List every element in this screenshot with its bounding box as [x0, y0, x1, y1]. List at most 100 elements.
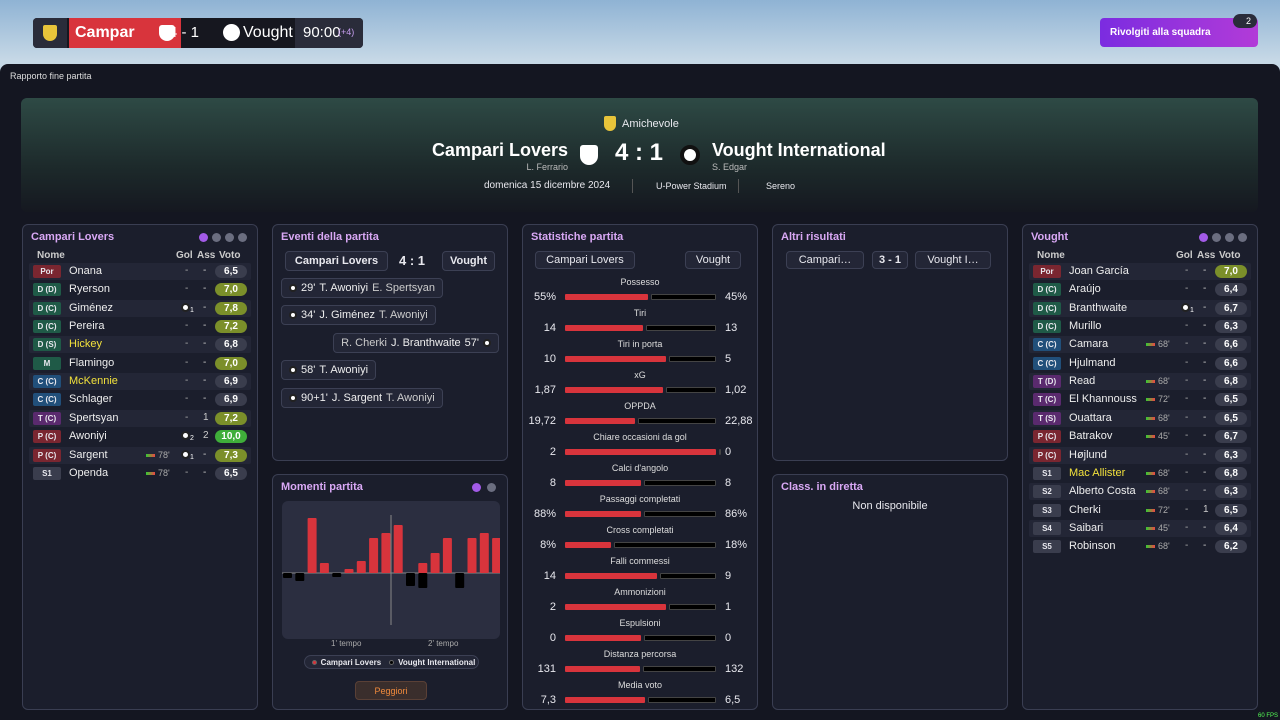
- goal-icon: [1181, 302, 1190, 312]
- position-badge: T (C): [1033, 393, 1061, 407]
- player-row: [29, 464, 251, 482]
- player-row: [1029, 299, 1251, 317]
- rating: 6,8: [215, 338, 247, 352]
- assists: -: [203, 338, 207, 350]
- stat-label: Possesso: [620, 277, 660, 287]
- badge: 2: [1233, 14, 1257, 28]
- sub-icon: [1146, 380, 1155, 384]
- event: 90+1' J. Sargent T. Awoniyi: [281, 388, 443, 408]
- home-team: Campari Lovers: [535, 251, 635, 269]
- home-momentum-bar: [381, 533, 391, 573]
- goals: -: [1185, 338, 1189, 350]
- rating: 6,6: [1215, 338, 1247, 352]
- away-momentum-bar: [283, 573, 292, 578]
- worst-button[interactable]: Peggiori: [355, 681, 427, 700]
- sub-minute: 68': [1158, 541, 1170, 552]
- player-row: [1029, 446, 1251, 464]
- away-momentum-bar: [406, 573, 415, 586]
- assists: -: [1203, 430, 1207, 442]
- away-stat: 9: [725, 570, 732, 582]
- home-momentum-bar: [418, 563, 428, 573]
- player-row: [1029, 464, 1251, 482]
- player-name: Saibari: [1069, 521, 1104, 534]
- goals: -: [1185, 540, 1189, 552]
- sub-icon: [1146, 398, 1155, 402]
- rating: 7,2: [215, 320, 247, 334]
- away-stat-bar: [643, 635, 716, 641]
- sub-icon: [1146, 526, 1155, 530]
- away-stat: 0: [725, 632, 732, 644]
- event-scorer: J. Sargent: [331, 392, 383, 404]
- away-stat-bar: [668, 356, 716, 362]
- position-badge: D (C): [33, 320, 61, 334]
- away-stat-bar: [644, 511, 716, 517]
- rating: 6,5: [215, 265, 247, 278]
- player-name: Branthwaite: [1069, 301, 1128, 314]
- sub-minute: 78': [158, 467, 170, 478]
- date: domenica 15 dicembre 2024: [484, 180, 611, 191]
- away-short: Vought: [243, 24, 293, 41]
- away-team: Vought: [442, 251, 495, 271]
- card-title: Campari Lovers: [31, 231, 115, 243]
- away-stat: 22,88: [725, 415, 753, 427]
- goals: -: [1185, 320, 1189, 332]
- position-badge: Por: [33, 265, 61, 278]
- home-stat: 0: [549, 632, 556, 644]
- player-name: Onana: [69, 265, 103, 277]
- away-team: Vought: [685, 251, 741, 269]
- home-stat-bar: [565, 294, 649, 300]
- player-row: [29, 318, 251, 336]
- goals: -: [185, 356, 189, 368]
- assists: -: [1203, 320, 1207, 332]
- event: 29' T. Awoniyi E. Spertsyan: [281, 278, 444, 298]
- assists: -: [1203, 356, 1207, 368]
- goals: -: [185, 375, 189, 387]
- column-header: Ass: [1197, 250, 1216, 261]
- home-crest: [580, 145, 598, 165]
- event-minute: 90+1': [301, 392, 328, 404]
- sub-minute: 45': [1158, 522, 1170, 533]
- rating: 6,8: [1215, 466, 1247, 480]
- home-stat: 2: [549, 601, 556, 613]
- goals: -: [1185, 503, 1189, 515]
- home-stat-bar: [565, 635, 641, 641]
- rating: 7,0: [215, 283, 247, 297]
- goals: -: [185, 338, 189, 350]
- home-momentum-bar: [492, 538, 500, 573]
- assists: -: [203, 320, 207, 332]
- event-scorer: J. Branthwaite: [390, 337, 461, 349]
- goal-icon: [483, 339, 491, 347]
- player-row: [29, 428, 251, 446]
- home-stat-bar: [565, 573, 657, 579]
- sub-minute: 45': [1158, 431, 1170, 442]
- assists: -: [203, 265, 207, 276]
- player-name: Cherki: [1069, 503, 1101, 516]
- home-crest: [159, 25, 175, 41]
- goal-icon: [181, 431, 190, 441]
- legend: Campari Lovers Vought International: [304, 655, 479, 669]
- rating: 6,3: [1215, 320, 1247, 334]
- stat-label: Chiare occasioni da gol: [593, 432, 687, 442]
- league-logo: [33, 18, 67, 48]
- away-team: Vought I…: [915, 251, 991, 269]
- rating: 6,7: [1215, 301, 1247, 315]
- player-name: Camara: [1069, 338, 1109, 351]
- home-stat-bar: [565, 666, 641, 672]
- column-header: Ass: [197, 250, 216, 261]
- position-badge: C (C): [33, 375, 61, 389]
- home-stat-bar: [565, 387, 663, 393]
- sub-icon: [1146, 545, 1155, 549]
- sub-minute: 68': [1158, 467, 1170, 478]
- position-badge: P (C): [33, 448, 61, 462]
- away-stat-bar: [647, 697, 716, 703]
- player-name: Højlund: [1069, 448, 1107, 461]
- goal-icon: [181, 302, 190, 312]
- player-row: [1029, 483, 1251, 501]
- home-momentum-bar: [442, 538, 452, 573]
- rating: 6,5: [1215, 503, 1247, 517]
- player-row: [29, 409, 251, 427]
- other-results: Altri risultati Campari… 3 - 1 Vought I…: [772, 224, 1008, 461]
- column-header: Voto: [219, 250, 241, 261]
- away-stat: 1,02: [725, 384, 747, 396]
- talk-to-team-button[interactable]: Rivolgiti alla squadra: [1100, 18, 1258, 47]
